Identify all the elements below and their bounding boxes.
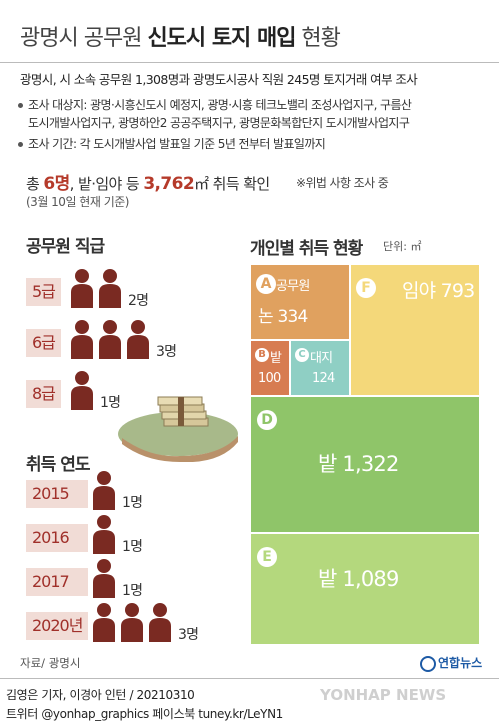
grades-label: 5급 [26, 278, 61, 306]
total-unit: ㎡ [194, 175, 209, 193]
yonhap-logo: 연합뉴스 [420, 654, 482, 672]
cell-letter-f: F [356, 278, 376, 298]
years-label: 2020년 [26, 612, 89, 640]
title-prefix: 광명시 공무원 [20, 26, 148, 51]
total-summary: 총 6명, 밭·임야 등 3,762㎡ 취득 확인 [26, 169, 270, 194]
bullet-dot-icon [18, 103, 23, 108]
cell-value-c: 124 [312, 371, 335, 386]
cell-owner-label: 공무원 [276, 279, 310, 294]
cell-type-b: 밭 [270, 351, 282, 366]
cell-value-b: 100 [258, 371, 281, 386]
years-label: 2016 [26, 524, 88, 552]
person-icon [121, 603, 143, 642]
money-stack [157, 396, 209, 427]
grades-title: 공무원 직급 [26, 237, 105, 257]
land-money-icon [118, 396, 238, 462]
logo-circle-icon [420, 655, 436, 672]
treemap-cell-d [250, 396, 480, 533]
years-count: 1명 [122, 583, 143, 599]
cell-letter-b: B [255, 348, 269, 362]
total-post: 취득 확인 [208, 175, 271, 193]
bullet-targets: 조사 대상지: 광명·시흥신도시 예정지, 광명·시흥 테크노밸리 조성사업지구… [18, 96, 412, 113]
footer-divider [0, 678, 499, 679]
years-title: 취득 연도 [26, 455, 90, 475]
total-area: 3,762 [143, 174, 195, 194]
person-icon [71, 320, 93, 359]
title-divider [0, 62, 499, 63]
cell-letter-d: D [257, 410, 277, 430]
grades-count: 2명 [128, 293, 149, 309]
cell-value-a: 논 334 [258, 307, 308, 327]
logo-text: 연합뉴스 [438, 656, 483, 670]
cell-value-d: 밭 1,322 [318, 452, 399, 476]
person-icon [149, 603, 171, 642]
person-icon [93, 515, 115, 554]
cell-letter-c: C [295, 348, 309, 362]
title-suffix: 현황 [295, 26, 341, 51]
cell-value-f: 임야 793 [402, 280, 475, 302]
cell-letter-e: E [257, 547, 277, 567]
title-emphasis: 신도시 토지 매입 [147, 26, 296, 51]
credit-line2: 트위터 @yonhap_graphics 페이스북 tuney.kr/LeYN1 [6, 707, 283, 721]
person-icon [93, 471, 115, 510]
years-count: 1명 [122, 495, 143, 511]
grades-count: 1명 [100, 395, 121, 411]
cell-type-c: 대지 [310, 351, 333, 366]
cell-value-e: 밭 1,089 [318, 567, 399, 591]
land-soil [122, 436, 238, 462]
targets-label: 조사 대상지: [28, 98, 87, 112]
grades-count: 3명 [156, 344, 177, 360]
years-label: 2015 [26, 480, 88, 508]
grades-label: 6급 [26, 329, 61, 357]
targets-line2: 도시개발사업지구, 광명하안2 공공주택지구, 광명문화복합단지 도시개발사업지… [28, 116, 410, 130]
years-label: 2017 [26, 568, 88, 596]
person-icon [99, 320, 121, 359]
period-label: 조사 기간: [28, 137, 77, 151]
person-icon [99, 269, 121, 308]
individual-title: 개인별 취득 현황 [250, 239, 363, 259]
source-label: 자료/ 광명시 [20, 656, 81, 670]
cell-letter-a: A [256, 274, 276, 294]
total-mid: , 밭·임야 등 [69, 175, 144, 193]
years-count: 1명 [122, 539, 143, 555]
lead-text: 광명시, 시 소속 공무원 1,308명과 광명도시공사 직원 245명 토지거… [20, 72, 418, 87]
targets-line1: 광명·시흥신도시 예정지, 광명·시흥 테크노밸리 조성사업지구, 구름산 [90, 98, 412, 112]
bullet-dot-icon [18, 142, 23, 147]
person-icon [127, 320, 149, 359]
total-pre: 총 [26, 175, 44, 193]
period-text: 각 도시개발사업 발표일 기준 5년 전부터 발표일까지 [79, 137, 326, 151]
credit-line1: 김영은 기자, 이경아 인턴 / 20210310 [6, 688, 195, 702]
investigation-note: ※위법 사항 조사 중 [296, 176, 389, 190]
watermark: YONHAP NEWS [320, 686, 447, 704]
page-title: 광명시 공무원 신도시 토지 매입 현황 [20, 20, 341, 52]
grades-label: 8급 [26, 380, 61, 408]
total-people: 6명 [43, 174, 70, 194]
treemap-cell-e [250, 533, 480, 645]
unit-label: 단위: ㎡ [383, 240, 422, 253]
person-icon [71, 269, 93, 308]
years-count: 3명 [178, 627, 199, 643]
person-icon [71, 371, 93, 410]
person-icon [93, 603, 115, 642]
bullet-period: 조사 기간: 각 도시개발사업 발표일 기준 5년 전부터 발표일까지 [18, 135, 326, 152]
person-icon [93, 559, 115, 598]
as-of-date: (3월 10일 현재 기준) [26, 195, 129, 209]
